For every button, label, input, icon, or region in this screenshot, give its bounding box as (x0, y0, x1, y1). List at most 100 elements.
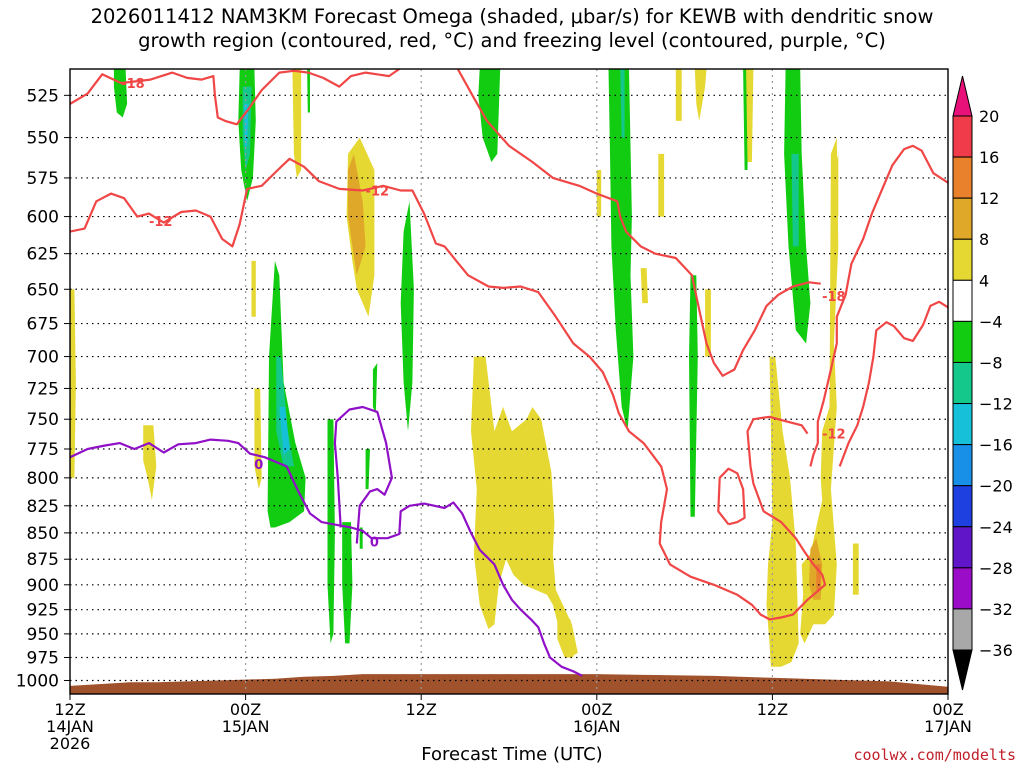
omega-shaded-region (471, 356, 578, 658)
omega-shaded-region (292, 69, 302, 178)
y-tick-label: 675 (27, 315, 59, 335)
omega-shaded-region (830, 153, 839, 217)
colorbar-label: 12 (979, 189, 999, 208)
grid-layer (70, 69, 948, 694)
colorbar-bin (952, 197, 973, 240)
y-axis: 525 550 575 600 625 650 675 700 725 750 775 800 825 8… (16, 86, 70, 691)
colorbar-label: −4 (979, 312, 1003, 331)
omega-shaded-region (529, 543, 542, 585)
x-tick-label: 12Z (54, 700, 85, 719)
y-tick-label: 775 (27, 440, 59, 460)
omega-shaded-region (251, 260, 256, 317)
omega-shaded-region (694, 69, 707, 121)
x-tick-label: 17JAN (924, 717, 972, 736)
terrain-layer (70, 674, 948, 694)
omega-shaded-region (254, 388, 262, 490)
colorbar-bin (952, 567, 973, 610)
x-tick-label: 2026 (50, 734, 91, 753)
omega-shaded-region (267, 260, 306, 528)
omega-shaded-region (640, 268, 648, 304)
chart-title-line-1: 2026011412 NAM3KM Forecast Omega (shaded… (90, 5, 934, 28)
y-tick-label: 825 (27, 497, 59, 517)
contour-layer: -18 -12 -12 -18 -12 0 0 (70, 69, 948, 677)
freezing-contour (70, 438, 583, 677)
y-tick-label: 850 (27, 524, 59, 544)
y-tick-label: 525 (27, 86, 59, 106)
omega-shaded-region (620, 69, 625, 138)
chart-title-line-2: growth region (contoured, red, °C) and f… (138, 29, 886, 52)
dgz-contour-label: -12 (149, 215, 173, 230)
colorbar-bin (952, 608, 973, 651)
freezing-contour-label: 0 (370, 535, 379, 550)
x-tick-label: 12Z (757, 700, 788, 719)
dgz-contour (456, 69, 821, 377)
dgz-contour-label: -18 (822, 290, 846, 305)
omega-shaded-region (852, 543, 859, 595)
colorbar-bin (952, 115, 973, 158)
omega-shading-layer (70, 69, 859, 667)
colorbar-label: −20 (979, 477, 1013, 496)
y-tick-label: 725 (27, 379, 59, 399)
y-tick-label: 650 (27, 280, 59, 300)
colorbar-bin (952, 279, 973, 322)
omega-shaded-region (800, 137, 839, 644)
colorbar-label: −12 (979, 395, 1013, 414)
omega-shaded-region (327, 419, 335, 644)
dgz-contour-label: -12 (822, 428, 846, 443)
omega-shaded-region (365, 449, 370, 490)
x-tick-label: 00Z (581, 700, 612, 719)
colorbar-label: −32 (979, 600, 1013, 619)
x-tick-label: 00Z (932, 700, 963, 719)
dgz-contour (70, 69, 400, 126)
y-tick-label: 950 (27, 625, 59, 645)
dgz-contour-label: -18 (121, 77, 145, 92)
omega-shaded-region (658, 153, 665, 217)
terrain-surface (70, 674, 948, 694)
omega-shaded-region (348, 153, 366, 276)
colorbar-label: 8 (979, 230, 989, 249)
colorbar-bin (952, 526, 973, 569)
y-tick-label: 600 (27, 208, 59, 228)
colorbar-label: −24 (979, 518, 1013, 537)
colorbar-bin (952, 403, 973, 446)
omega-shaded-region (372, 363, 378, 414)
omega-shaded-region (478, 69, 501, 162)
omega-shaded-region (143, 425, 157, 501)
site-credit: coolwx.com/modelts (853, 746, 1016, 764)
y-tick-label: 575 (27, 169, 59, 189)
colorbar-bin (952, 444, 973, 487)
plot-frame (69, 68, 949, 695)
omega-shaded-region (279, 407, 290, 455)
omega-shaded-region (746, 69, 754, 162)
colorbar-bin (952, 156, 973, 199)
y-tick-label: 550 (27, 129, 59, 149)
y-tick-label: 925 (27, 601, 59, 621)
omega-shaded-region (791, 153, 799, 247)
dgz-contour-label: -12 (366, 184, 390, 199)
omega-shaded-region (675, 69, 682, 121)
colorbar: 20 16 12 8 4 −4 −8 −12 −16 −20 −24 −28 −32 −36 (952, 75, 1013, 691)
x-tick-label: 00Z (230, 700, 261, 719)
freezing-contour (333, 405, 393, 544)
dgz-contour (70, 157, 827, 621)
dgz-contour (809, 144, 948, 467)
x-tick-label: 15JAN (222, 717, 270, 736)
dgz-contour (838, 300, 948, 467)
colorbar-label: −8 (979, 353, 1003, 372)
x-axis-title: Forecast Time (UTC) (421, 744, 603, 765)
y-tick-label: 1000 (16, 671, 59, 691)
omega-shaded-region (557, 614, 574, 658)
colorbar-label: −16 (979, 436, 1013, 455)
x-tick-label: 14JAN (46, 717, 94, 736)
colorbar-bin (952, 320, 973, 363)
dgz-contour (717, 467, 746, 526)
y-tick-label: 625 (27, 245, 59, 265)
colorbar-bin (952, 485, 973, 528)
colorbar-bin (952, 238, 973, 281)
omega-shaded-region (766, 356, 799, 667)
colorbar-under-triangle (952, 649, 973, 691)
omega-shaded-region (689, 275, 698, 517)
omega-shaded-region (400, 201, 414, 432)
